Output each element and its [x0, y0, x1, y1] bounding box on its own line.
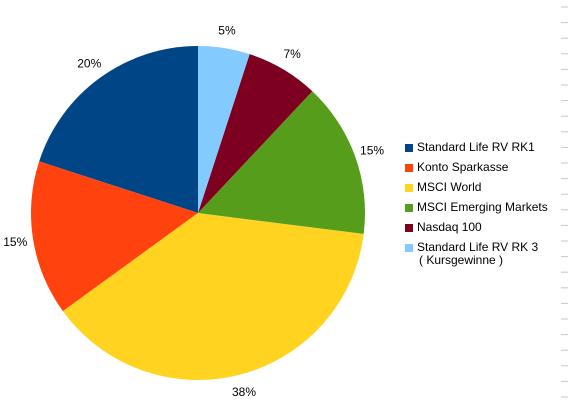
- slice-label: 15%: [360, 143, 384, 157]
- legend-swatch-nasdaq-100: [405, 224, 413, 232]
- legend-label: Konto Sparkasse: [417, 160, 509, 174]
- legend-label-sub: ( Kursgewinne ): [419, 253, 504, 267]
- pie-slice-msci-emerging-markets: [198, 91, 365, 234]
- legend-item-konto-sparkasse: Konto Sparkasse: [405, 161, 570, 181]
- slice-label: 20%: [77, 56, 101, 70]
- pie-slice-standard-life-rv-rk-3: [198, 46, 250, 213]
- legend-item-standard-life-rk1: Standard Life RV RK1: [405, 141, 570, 161]
- legend-label: Nasdaq 100: [417, 220, 482, 234]
- chart-legend: Standard Life RV RK1 Konto Sparkasse MSC…: [405, 141, 570, 275]
- legend-label: MSCI Emerging Markets: [417, 200, 548, 214]
- legend-swatch-msci-world: [405, 184, 413, 192]
- pie-slice-nasdaq-100: [198, 54, 313, 214]
- slice-label: 5%: [218, 23, 236, 37]
- legend-item-msci-world: MSCI World: [405, 181, 570, 201]
- legend-swatch-msci-emerging-markets: [405, 204, 413, 212]
- pie-slice-konto-sparkasse: [31, 161, 199, 312]
- legend-item-msci-emerging-markets: MSCI Emerging Markets: [405, 201, 570, 221]
- legend-swatch-konto-sparkasse: [405, 164, 413, 172]
- legend-label: MSCI World: [417, 180, 482, 194]
- slice-label: 15%: [3, 235, 27, 249]
- legend-item-nasdaq-100: Nasdaq 100: [405, 221, 570, 241]
- legend-swatch-standard-life-rk3: [405, 244, 413, 252]
- slice-label: 7%: [284, 47, 302, 61]
- pie-slice-msci-world: [62, 213, 364, 381]
- slice-label: 38%: [232, 385, 256, 399]
- legend-label: Standard Life RV RK1: [417, 140, 535, 154]
- legend-label: Standard Life RV RK 3 ( Kursgewinne ): [417, 241, 538, 267]
- legend-swatch-standard-life-rk1: [405, 144, 413, 152]
- legend-item-standard-life-rk3: Standard Life RV RK 3 ( Kursgewinne ): [405, 241, 570, 275]
- legend-label-main: Standard Life RV RK 3: [417, 240, 539, 254]
- pie-slice-standard-life-rv-rk1: [39, 46, 199, 213]
